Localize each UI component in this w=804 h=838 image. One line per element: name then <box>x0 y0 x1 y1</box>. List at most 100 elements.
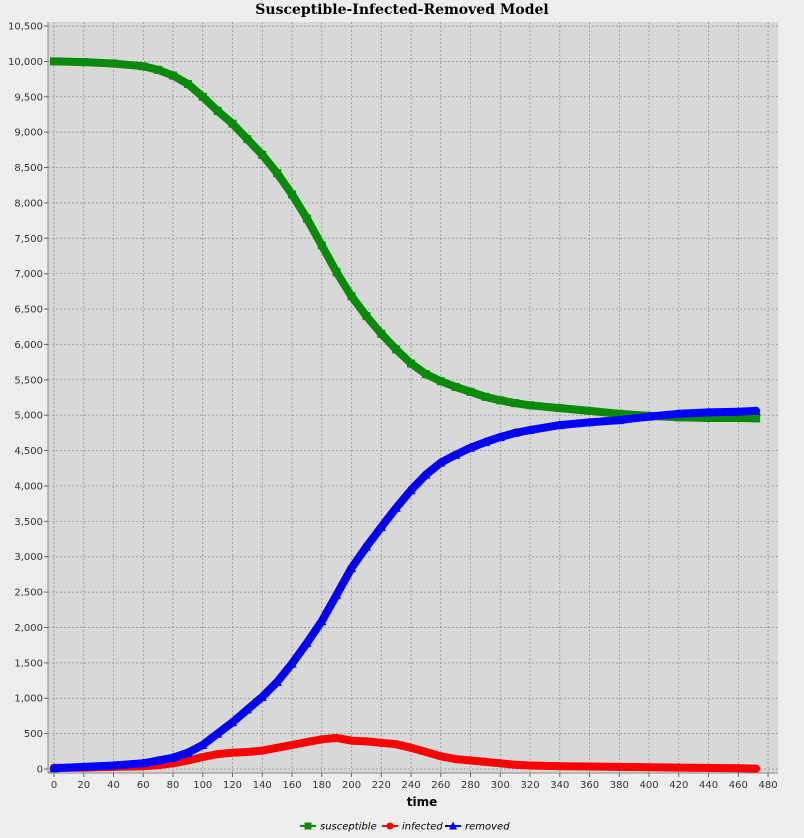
data-point-susceptible <box>317 241 326 250</box>
data-point-removed <box>391 502 401 512</box>
x-tick-label: 120 <box>223 780 242 791</box>
data-point-infected <box>752 764 761 773</box>
x-tick-label: 240 <box>401 780 420 791</box>
data-point-infected <box>704 763 713 772</box>
data-point-removed <box>79 761 89 771</box>
y-tick-label: 7,500 <box>14 234 43 245</box>
data-point-infected <box>228 748 237 757</box>
data-point-susceptible <box>704 414 713 423</box>
data-point-infected <box>615 762 624 771</box>
data-point-susceptible <box>526 401 535 410</box>
data-point-susceptible <box>154 65 163 74</box>
legend-label-infected: infected <box>402 822 443 833</box>
x-tick-label: 220 <box>372 780 391 791</box>
data-point-infected <box>213 750 222 759</box>
y-tick-label: 8,500 <box>14 163 43 174</box>
data-point-infected <box>302 738 311 747</box>
x-tick-label: 280 <box>461 780 480 791</box>
x-tick-label: 400 <box>639 780 658 791</box>
data-point-infected <box>511 760 520 769</box>
data-point-susceptible <box>273 169 282 178</box>
data-point-infected <box>585 762 594 771</box>
y-tick-label: 3,000 <box>14 552 43 563</box>
data-point-susceptible <box>392 345 401 354</box>
y-tick-label: 6,500 <box>14 305 43 316</box>
x-axis-label: time <box>407 795 438 809</box>
data-point-susceptible <box>228 119 237 128</box>
x-tick-label: 200 <box>342 780 361 791</box>
data-point-susceptible <box>407 359 416 368</box>
data-point-susceptible <box>377 329 386 338</box>
data-point-removed <box>674 408 684 418</box>
data-point-infected <box>466 756 475 765</box>
data-point-removed <box>272 676 282 686</box>
data-point-infected <box>734 764 743 773</box>
y-tick-label: 0 <box>37 765 43 776</box>
x-tick-label: 460 <box>729 780 748 791</box>
x-tick-label: 0 <box>51 780 57 791</box>
data-point-susceptible <box>243 135 252 144</box>
y-tick-label: 1,500 <box>14 658 43 669</box>
data-point-removed <box>138 758 148 768</box>
y-tick-label: 1,000 <box>14 694 43 705</box>
chart-title: Susceptible-Infected-Removed Model <box>255 2 548 18</box>
y-tick-label: 500 <box>24 729 43 740</box>
data-point-removed <box>302 638 312 648</box>
data-point-removed <box>49 763 59 773</box>
x-tick-label: 420 <box>669 780 688 791</box>
y-tick-label: 9,500 <box>14 92 43 103</box>
data-point-removed <box>421 469 431 479</box>
data-point-removed <box>510 427 520 437</box>
data-point-infected <box>273 743 282 752</box>
data-point-infected <box>436 752 445 761</box>
data-point-susceptible <box>258 150 267 159</box>
y-tick-label: 8,000 <box>14 198 43 209</box>
data-point-removed <box>555 420 565 430</box>
data-point-infected <box>526 761 535 770</box>
data-point-removed <box>242 704 252 714</box>
data-point-susceptible <box>585 406 594 415</box>
y-tick-label: 4,000 <box>14 481 43 492</box>
x-tick-label: 440 <box>699 780 718 791</box>
data-point-susceptible <box>109 59 118 68</box>
data-point-removed <box>109 760 119 770</box>
data-point-susceptible <box>50 57 58 66</box>
data-point-removed <box>376 521 386 531</box>
data-point-removed <box>361 541 371 551</box>
data-point-susceptible <box>302 214 311 223</box>
x-tick-label: 300 <box>491 780 510 791</box>
data-point-infected <box>183 756 192 765</box>
data-point-susceptible <box>752 414 761 423</box>
data-point-removed <box>287 658 297 668</box>
data-point-infected <box>451 755 460 764</box>
data-point-removed <box>317 616 327 626</box>
data-point-susceptible <box>511 399 520 408</box>
data-point-infected <box>258 746 267 755</box>
y-tick-label: 5,000 <box>14 411 43 422</box>
data-point-susceptible <box>198 92 207 101</box>
data-point-removed <box>614 415 624 425</box>
data-point-susceptible <box>496 396 505 405</box>
data-point-infected <box>392 740 401 749</box>
data-point-susceptible <box>555 404 564 413</box>
data-point-removed <box>480 437 490 447</box>
series-group <box>49 57 761 773</box>
data-point-infected <box>555 762 564 771</box>
x-tick-label: 380 <box>610 780 629 791</box>
data-point-removed <box>183 747 193 757</box>
data-point-infected <box>645 763 654 772</box>
data-point-susceptible <box>169 71 178 80</box>
data-point-removed <box>495 432 505 442</box>
x-tick-label: 140 <box>253 780 272 791</box>
x-axis-ticks: 0 20 40 60 80 100 120 140 160 180 200 220 240 260 280 3… <box>51 773 778 791</box>
x-tick-label: 180 <box>312 780 331 791</box>
x-tick-label: 320 <box>520 780 539 791</box>
x-tick-label: 60 <box>137 780 150 791</box>
data-point-removed <box>213 728 223 738</box>
x-tick-label: 160 <box>282 780 301 791</box>
data-point-removed <box>466 442 476 452</box>
x-tick-label: 260 <box>431 780 450 791</box>
gridlines <box>48 22 778 773</box>
x-tick-label: 340 <box>550 780 569 791</box>
data-point-infected <box>407 743 416 752</box>
